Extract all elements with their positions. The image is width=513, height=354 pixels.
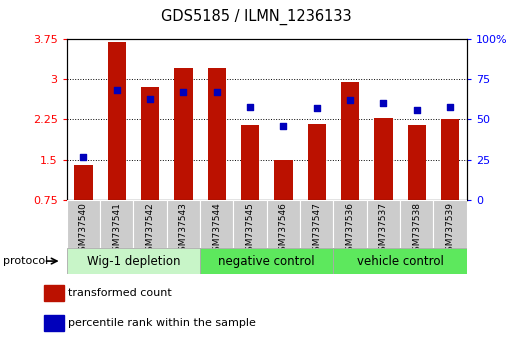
Point — [412, 107, 421, 113]
Bar — [333, 200, 367, 248]
Text: GSM737539: GSM737539 — [446, 202, 455, 257]
Text: Wig-1 depletion: Wig-1 depletion — [87, 255, 180, 268]
Text: GSM737538: GSM737538 — [412, 202, 421, 257]
Point — [279, 123, 287, 129]
Bar — [367, 200, 400, 248]
Point — [312, 105, 321, 111]
Bar — [267, 200, 300, 248]
Text: GSM737541: GSM737541 — [112, 202, 121, 257]
Text: GSM737544: GSM737544 — [212, 202, 221, 257]
Bar — [408, 125, 426, 200]
Text: GSM737542: GSM737542 — [146, 202, 154, 257]
Bar — [167, 200, 200, 248]
Bar — [74, 165, 92, 200]
Point — [146, 96, 154, 101]
Point — [246, 104, 254, 109]
Bar — [100, 200, 133, 248]
Bar — [241, 125, 259, 200]
Point — [379, 101, 388, 106]
Point — [212, 89, 221, 95]
Bar — [200, 200, 233, 248]
Bar — [400, 200, 433, 248]
Text: transformed count: transformed count — [68, 288, 172, 298]
Bar — [374, 118, 392, 200]
Text: negative control: negative control — [219, 255, 315, 268]
Bar — [274, 160, 292, 200]
Bar — [44, 315, 65, 331]
Bar — [174, 68, 192, 200]
Bar — [433, 200, 467, 248]
Bar — [67, 200, 100, 248]
Bar — [441, 120, 459, 200]
Bar — [233, 200, 267, 248]
Text: GSM737540: GSM737540 — [79, 202, 88, 257]
Bar — [308, 124, 326, 200]
Text: GSM737547: GSM737547 — [312, 202, 321, 257]
Point — [446, 104, 454, 109]
Bar — [341, 82, 359, 200]
Bar — [300, 200, 333, 248]
Text: vehicle control: vehicle control — [357, 255, 444, 268]
Bar — [200, 248, 333, 274]
Bar — [44, 285, 65, 301]
Bar — [208, 68, 226, 200]
Bar — [333, 248, 467, 274]
Bar — [67, 248, 200, 274]
Text: GSM737537: GSM737537 — [379, 202, 388, 257]
Bar — [141, 87, 159, 200]
Text: GSM737545: GSM737545 — [246, 202, 254, 257]
Point — [346, 97, 354, 103]
Text: GSM737536: GSM737536 — [346, 202, 354, 257]
Bar — [133, 200, 167, 248]
Bar — [108, 42, 126, 200]
Point — [79, 154, 87, 159]
Text: GSM737546: GSM737546 — [279, 202, 288, 257]
Point — [112, 88, 121, 93]
Text: GDS5185 / ILMN_1236133: GDS5185 / ILMN_1236133 — [161, 9, 352, 25]
Text: GSM737543: GSM737543 — [179, 202, 188, 257]
Point — [179, 89, 187, 95]
Text: percentile rank within the sample: percentile rank within the sample — [68, 318, 256, 328]
Text: protocol: protocol — [3, 256, 48, 266]
